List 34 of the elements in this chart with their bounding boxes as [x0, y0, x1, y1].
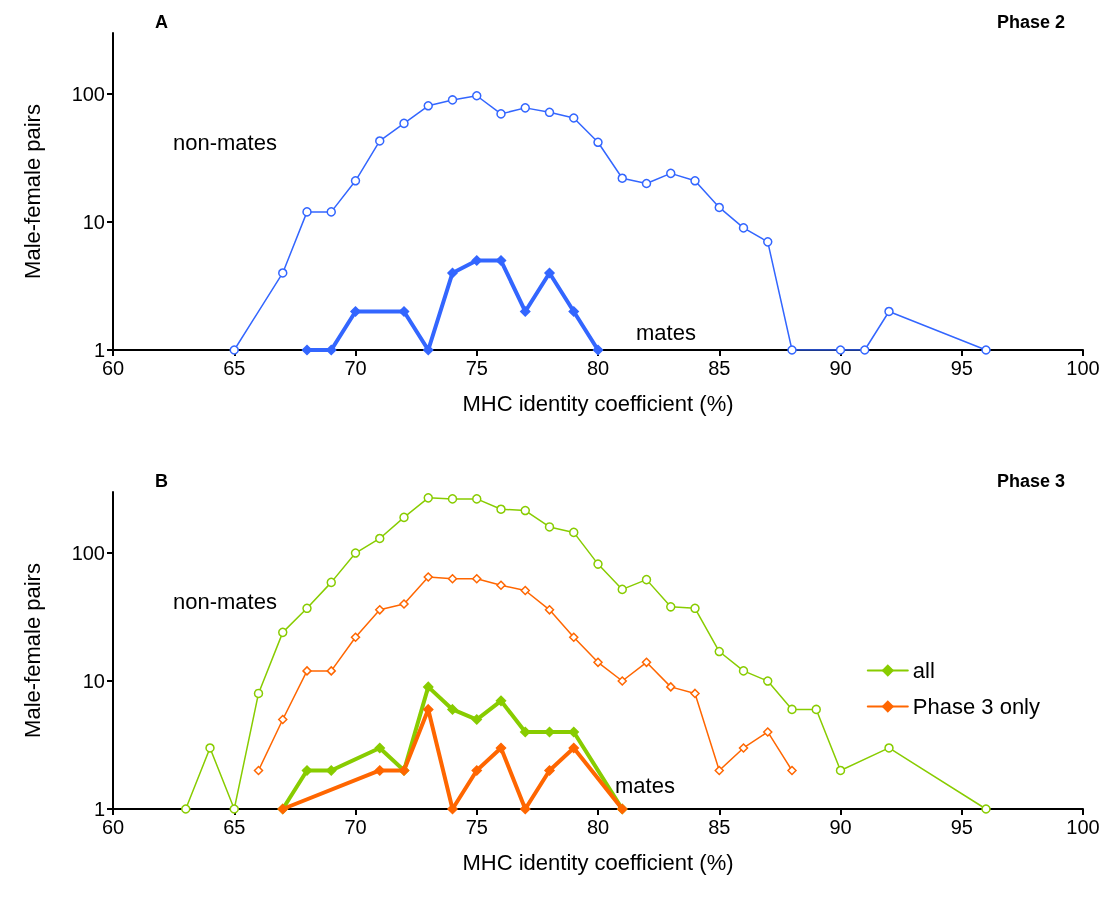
x-tick-label: 85 [708, 816, 731, 838]
x-axis-title: MHC identity coefficient (%) [462, 849, 734, 875]
annotation: non-mates [173, 129, 277, 155]
x-axis-title: MHC identity coefficient (%) [462, 390, 734, 416]
y-axis-title: Male-female pairs [19, 104, 45, 279]
x-tick-label: 95 [950, 816, 973, 838]
legend-label: all [912, 658, 935, 683]
x-tick-label: 85 [708, 357, 731, 379]
x-tick-label: 70 [344, 357, 367, 379]
y-axis-title: Male-female pairs [19, 563, 45, 738]
x-tick-label: 80 [586, 816, 610, 838]
x-tick-label: 100 [1066, 816, 1100, 838]
x-tick-label: 95 [950, 357, 973, 379]
legend-label: Phase 3 only [912, 694, 1040, 719]
x-tick-label: 80 [586, 357, 610, 379]
chart-title: A [155, 12, 168, 32]
chart-title: B [155, 471, 168, 491]
series-label: mates [636, 319, 696, 345]
annotation: non-mates [173, 588, 277, 614]
y-tick-label: 10 [82, 670, 105, 693]
y-tick-label: 100 [71, 542, 105, 565]
x-tick-label: 75 [465, 816, 488, 838]
chart-subtitle: Phase 3 [996, 471, 1065, 491]
x-tick-label: 65 [223, 816, 246, 838]
chart-subtitle: Phase 2 [996, 12, 1065, 32]
y-tick-label: 10 [82, 211, 105, 234]
x-tick-label: 70 [344, 816, 367, 838]
y-tick-label: 100 [71, 83, 105, 106]
x-tick-label: 90 [829, 816, 852, 838]
x-tick-label: 100 [1066, 357, 1100, 379]
x-tick-label: 75 [465, 357, 488, 379]
x-tick-label: 90 [829, 357, 852, 379]
annotation: mates [615, 772, 675, 798]
x-tick-label: 65 [223, 357, 246, 379]
